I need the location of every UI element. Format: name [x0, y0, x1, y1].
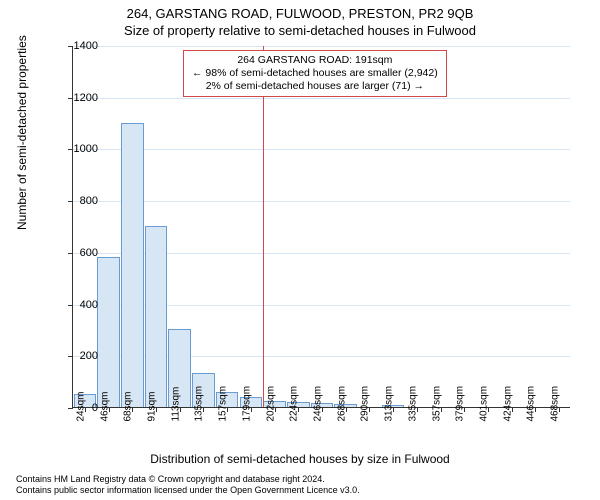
chart-title-line1: 264, GARSTANG ROAD, FULWOOD, PRESTON, PR…	[0, 6, 600, 21]
ytick-label: 0	[38, 402, 98, 414]
histogram-bar	[97, 257, 120, 407]
ytick-label: 600	[38, 247, 98, 259]
gridline	[73, 46, 570, 47]
annotation-line3: 2% of semi-detached houses are larger (7…	[192, 80, 438, 93]
gridline	[73, 98, 570, 99]
ytick-label: 1200	[38, 92, 98, 104]
footer-line1: Contains HM Land Registry data © Crown c…	[16, 474, 360, 485]
annotation-line2: ← 98% of semi-detached houses are smalle…	[192, 67, 438, 80]
ytick-label: 1000	[38, 143, 98, 155]
ytick-label: 1400	[38, 40, 98, 52]
chart-title-line2: Size of property relative to semi-detach…	[0, 23, 600, 38]
plot-area: 264 GARSTANG ROAD: 191sqm← 98% of semi-d…	[72, 46, 570, 408]
ytick-label: 200	[38, 350, 98, 362]
attribution-footer: Contains HM Land Registry data © Crown c…	[16, 474, 360, 497]
property-size-marker	[263, 46, 264, 407]
histogram-bar	[145, 226, 168, 407]
x-axis-label: Distribution of semi-detached houses by …	[0, 452, 600, 466]
annotation-box: 264 GARSTANG ROAD: 191sqm← 98% of semi-d…	[183, 50, 447, 97]
histogram-bar	[121, 123, 144, 407]
ytick-label: 800	[38, 195, 98, 207]
chart-title-block: 264, GARSTANG ROAD, FULWOOD, PRESTON, PR…	[0, 0, 600, 38]
gridline	[73, 201, 570, 202]
ytick-label: 400	[38, 299, 98, 311]
y-axis-label: Number of semi-detached properties	[15, 35, 29, 230]
footer-line2: Contains public sector information licen…	[16, 485, 360, 496]
gridline	[73, 149, 570, 150]
annotation-title: 264 GARSTANG ROAD: 191sqm	[192, 54, 438, 67]
